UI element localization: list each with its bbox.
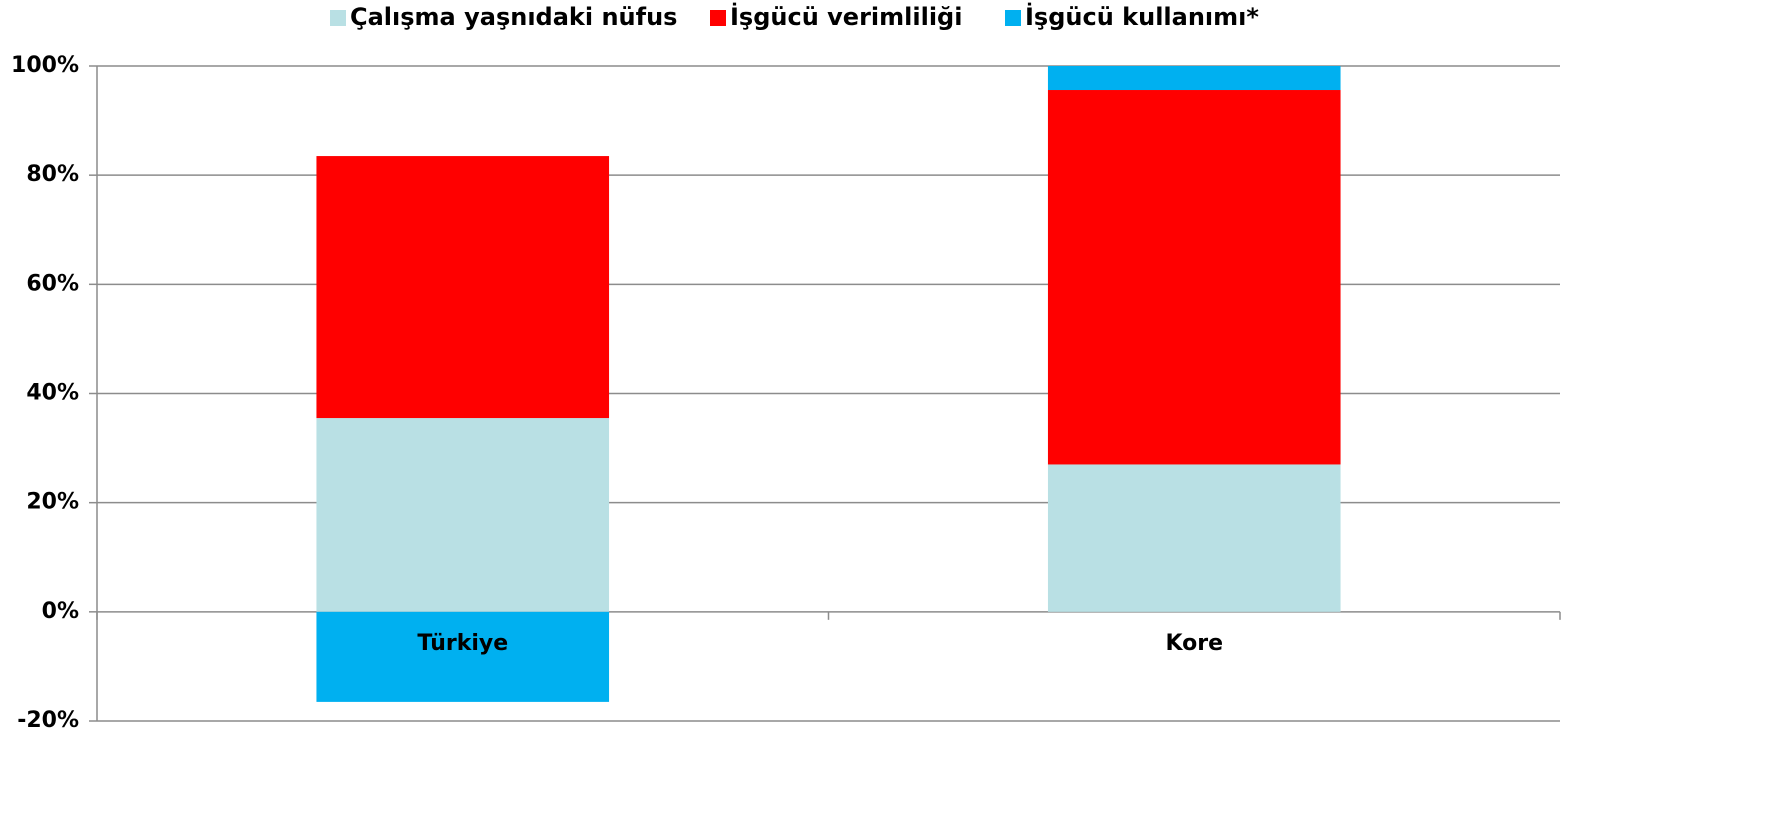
legend-text: Çalışma yaşnıdaki nüfus: [350, 3, 677, 31]
legend-swatch: [1005, 10, 1021, 26]
bar-segment: [316, 156, 610, 419]
y-tick-label: 0%: [42, 599, 79, 624]
bar-segment: [1047, 464, 1341, 612]
bar-segment: [1047, 66, 1341, 91]
legend-text: İşgücü verimliliği: [730, 2, 962, 31]
y-tick-label: 40%: [26, 381, 79, 406]
y-tick-label: -20%: [17, 708, 79, 733]
bar-segment: [1047, 90, 1341, 465]
x-tick-label: Türkiye: [417, 631, 508, 656]
legend-text: İşgücü kullanımı*: [1025, 2, 1259, 31]
x-tick-label: Kore: [1165, 631, 1223, 656]
y-tick-label: 80%: [26, 162, 79, 187]
bar-segment: [316, 611, 610, 702]
y-tick-label: 100%: [11, 53, 79, 78]
y-tick-label: 60%: [26, 271, 79, 296]
legend-swatch: [710, 10, 726, 26]
legend-swatch: [330, 10, 346, 26]
y-tick-label: 20%: [26, 490, 79, 515]
bar-segment: [316, 418, 610, 612]
